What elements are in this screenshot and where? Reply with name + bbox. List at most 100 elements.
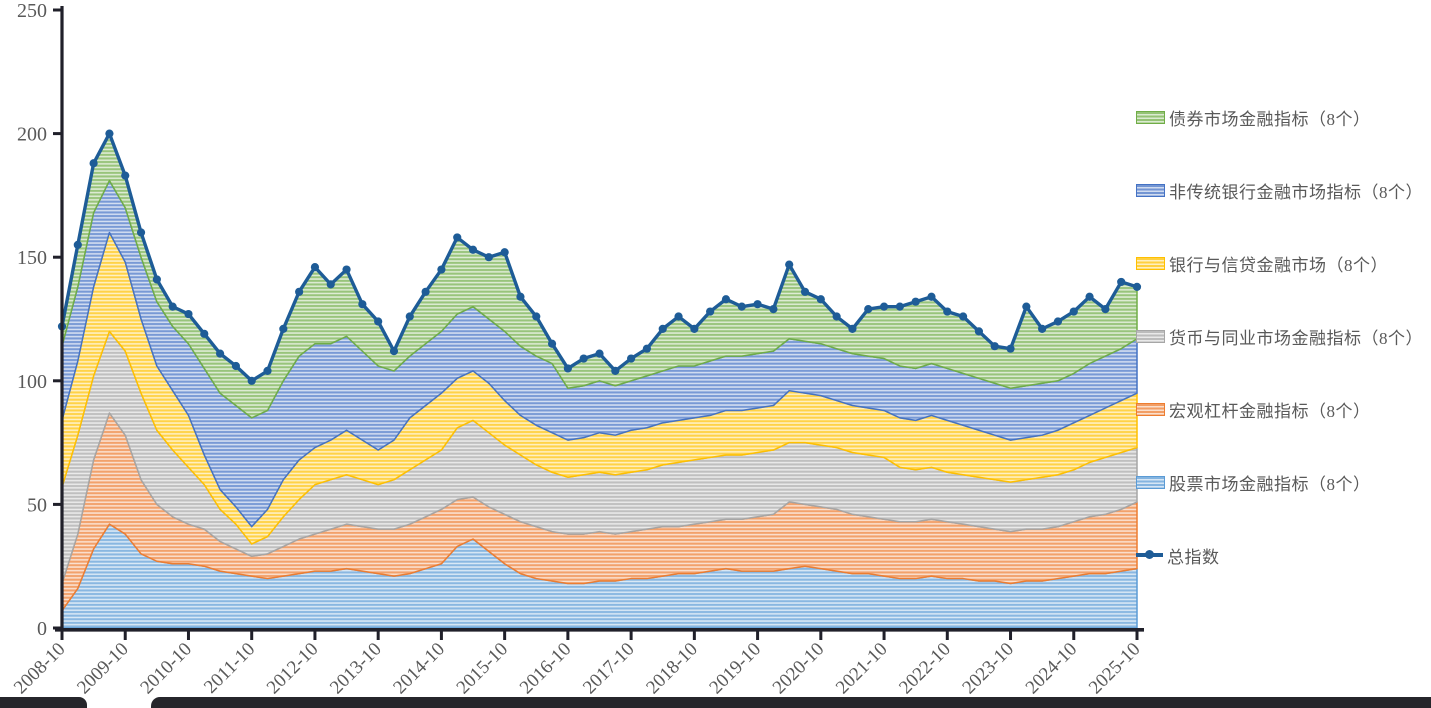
x-tick-label: 2018-10 [642,639,702,699]
x-tick-label: 2012-10 [263,639,323,699]
x-tick-label: 2014-10 [389,639,449,699]
total-line-marker [215,349,225,358]
total-line-marker [816,295,825,304]
total-line-marker [1117,277,1126,287]
total-line-marker [200,329,209,338]
legend-item-leverage: 宏观杠杆金融指标（8个） [1136,398,1371,421]
y-tick-label: 200 [17,124,47,146]
total-line-marker [73,240,82,249]
x-tick-label: 2010-10 [136,639,196,699]
bottom-window-edge-left [0,697,87,708]
total-line-marker [279,324,288,333]
area-bond [61,132,1138,419]
total-index-line [57,129,1142,385]
total-line-marker [800,287,810,296]
legend-swatch-money-icon [1136,329,1165,343]
legend-label-leverage: 宏观杠杆金融指标（8个） [1169,401,1371,421]
total-line-marker [247,376,256,385]
total-line-marker [1069,307,1078,316]
total-line-marker [769,305,778,314]
x-tick-label: 2024-10 [1022,639,1082,699]
legend-item-stocks: 股票市场金融指标（8个） [1136,471,1371,494]
x-tick-label: 2020-10 [769,639,829,699]
legend-swatch-banking-icon [1136,256,1165,270]
total-line-marker [927,292,936,301]
total-line-marker [168,302,177,311]
y-tick-label: 250 [17,0,47,22]
total-line-marker [753,300,762,309]
total-line-marker [911,297,920,306]
legend-label-banking: 银行与信贷金融市场（8个） [1169,255,1388,275]
total-line-marker [611,366,620,376]
total-line-marker [1006,344,1015,353]
total-line-marker [879,302,889,311]
total-line-marker [468,245,478,254]
x-tick-label: 2017-10 [579,639,639,699]
total-line-marker [990,342,999,351]
legend-swatch-total-line-icon [1136,550,1163,560]
total-line-marker [516,292,525,301]
total-line-marker [421,287,430,296]
total-line-marker [389,347,399,356]
legend-item-money: 货币与同业市场金融指标（8个） [1136,325,1423,348]
x-tick-label: 2011-10 [200,639,259,698]
legend-swatch-leverage-icon [1136,402,1165,416]
total-line-marker [974,327,984,336]
total-line-marker [184,309,193,319]
total-line-marker [690,324,699,333]
legend-label-total: 总指数 [1167,547,1220,567]
total-line-marker [642,344,652,353]
total-line-marker [1038,324,1047,333]
total-line-marker [105,129,114,138]
total-line-marker [405,312,414,321]
total-line-marker [342,265,351,274]
total-line-marker [674,312,683,321]
total-line-marker [326,280,335,289]
total-line-marker [121,171,130,180]
total-line-marker [136,228,146,237]
legend-swatch-bond-icon [1136,110,1165,124]
total-line-marker [959,312,968,321]
total-line-marker [864,305,873,314]
total-line-marker [832,312,841,321]
total-line-marker [500,248,509,257]
total-line-marker [295,287,304,296]
total-line-marker [785,260,794,269]
total-line-marker [152,275,161,284]
y-tick-label: 100 [17,371,47,393]
x-tick-label: 2016-10 [516,639,576,699]
x-tick-label: 2013-10 [326,639,386,699]
bottom-window-edge-right [151,697,1431,708]
total-line-marker [737,302,746,311]
total-line-marker [1101,305,1110,314]
total-line-marker [706,307,715,316]
total-line-marker [1022,302,1031,311]
total-line-marker [453,233,462,242]
total-line-marker [89,159,98,168]
total-line-marker [310,262,320,272]
total-line-marker [437,265,446,274]
total-line-marker [658,324,667,333]
total-line-marker [1132,282,1142,291]
x-tick-label: 2022-10 [895,639,955,699]
total-line-marker [579,354,588,363]
legend-label-stocks: 股票市场金融指标（8个） [1169,474,1371,494]
total-line-marker [484,253,493,262]
x-tick-label: 2021-10 [832,639,892,699]
total-line-marker [595,349,604,358]
y-tick-label: 50 [27,494,47,516]
legend-swatch-stocks-icon [1136,475,1165,489]
legend-item-total: 总指数 [1136,544,1220,567]
total-line-marker [547,339,557,348]
x-tick-label: 2019-10 [705,639,765,699]
total-line-marker [263,366,272,376]
total-line-marker [358,300,367,309]
legend-item-banking: 银行与信贷金融市场（8个） [1136,252,1388,275]
x-tick-label: 2023-10 [958,639,1018,699]
legend-label-money: 货币与同业市场金融指标（8个） [1169,328,1423,348]
x-tick-label: 2008-10 [10,639,70,699]
legend-item-nonbank: 非传统银行金融市场指标（8个） [1136,179,1423,202]
y-tick-label: 0 [37,618,47,640]
